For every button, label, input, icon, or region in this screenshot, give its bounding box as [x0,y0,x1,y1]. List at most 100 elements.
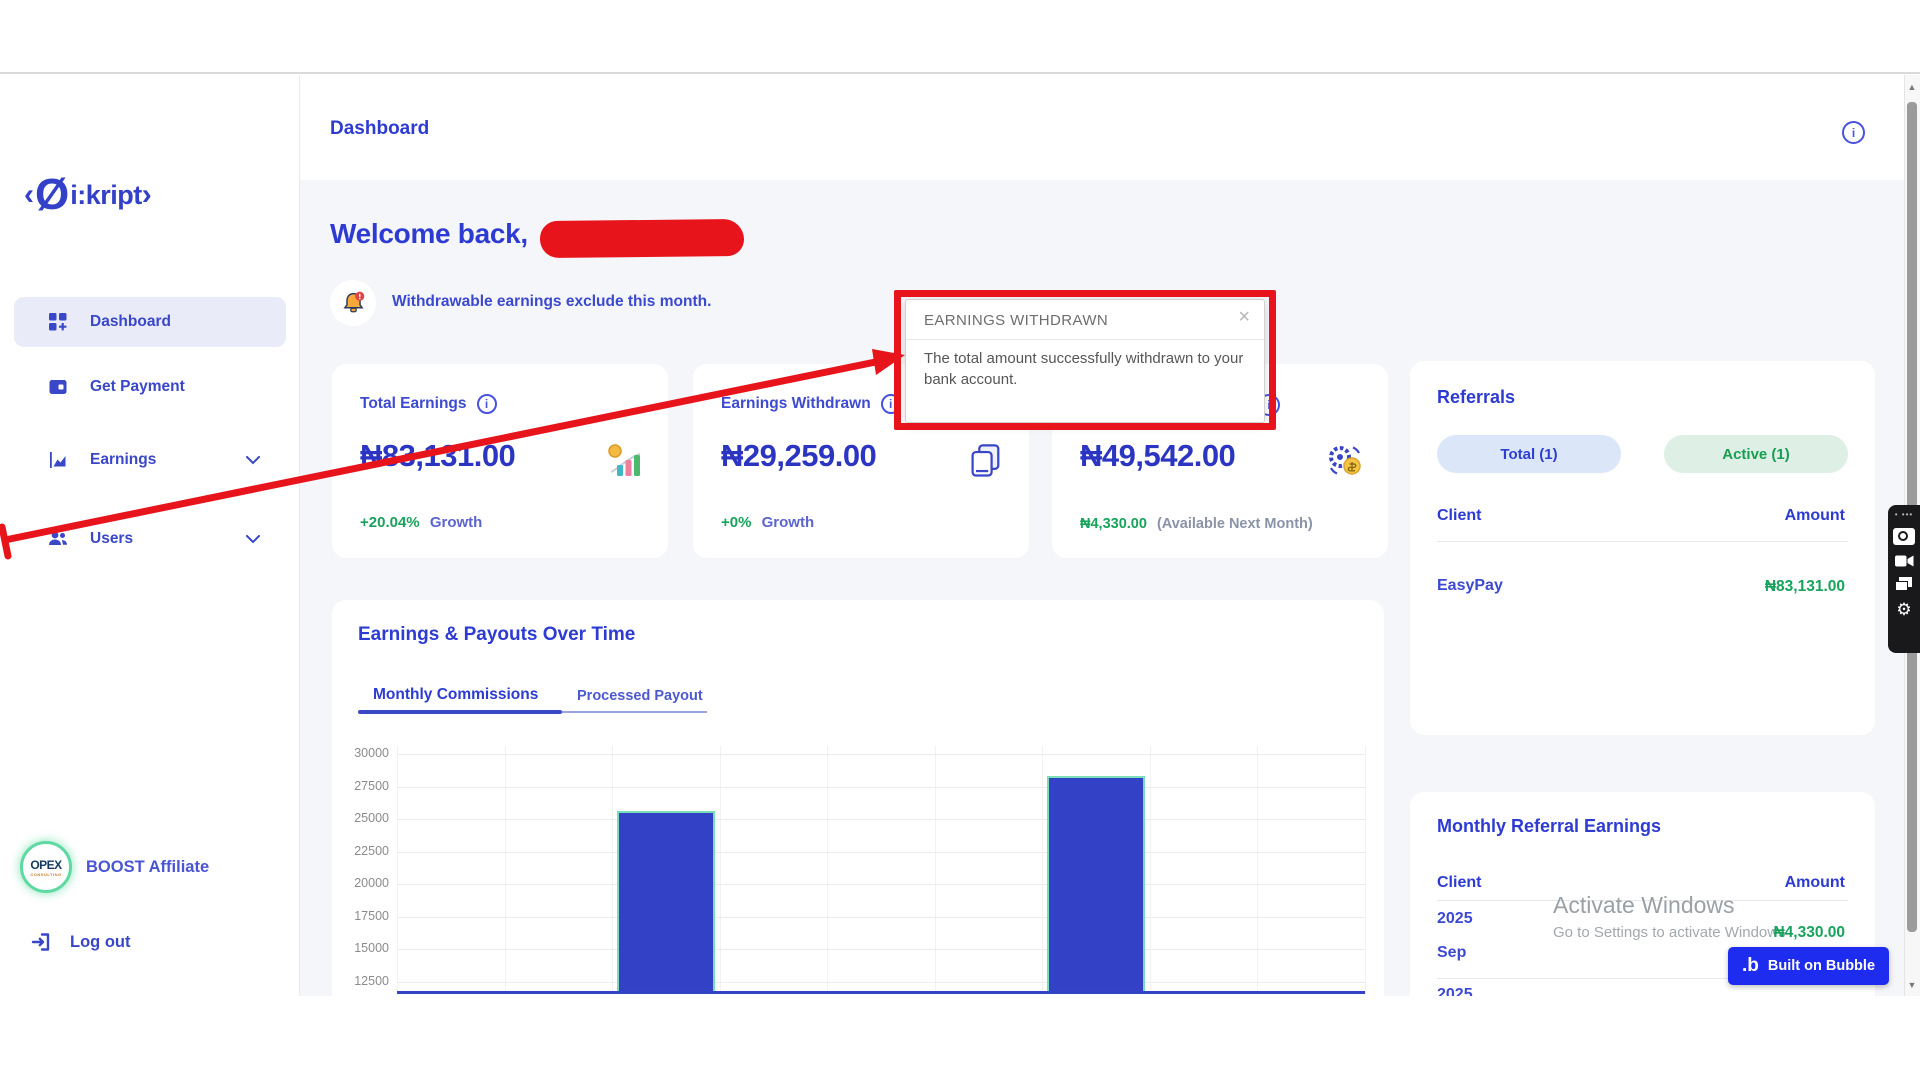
bubble-badge-label: Built on Bubble [1767,958,1876,974]
earnings-withdrawn-tooltip: EARNINGS WITHDRAWN × The total amount su… [905,299,1265,423]
coin-exchange-icon [1329,446,1361,475]
tooltip-body: The total amount successfully withdrawn … [924,350,1244,388]
dashboard-grid-icon [49,313,67,331]
users-icon [49,531,67,545]
sidebar-item-label: Users [90,530,134,547]
scrollbar-down-arrow[interactable]: ▼ [1907,980,1917,990]
sidebar-item-label: Dashboard [90,313,171,330]
earnings-chart-icon [50,452,66,468]
referrals-total-pill[interactable]: Total (1) [1437,435,1621,473]
growth-label: Growth [429,514,483,531]
sidebar-item-dashboard[interactable]: Dashboard [14,297,286,347]
stat-value: ₦83,131.00 [360,438,516,473]
chart-title: Earnings & Payouts Over Time [358,624,636,645]
bubble-logo-icon: .b [1742,955,1759,976]
available-label: (Available Next Month) [1156,516,1313,532]
logo-phi-icon: Ø [35,170,70,219]
referral-row-amount: ₦83,131.00 [1764,578,1845,595]
chevron-down-icon[interactable] [246,534,260,544]
monthly-row-month: Sep [1437,944,1467,961]
stat-label-text: Earnings Withdrawn [721,395,871,412]
logout-icon [31,933,50,951]
camera-lens-icon [1898,531,1908,541]
sidebar-item-users[interactable]: Users [14,514,286,564]
toolbar-grip-dots[interactable]: • ••• [1894,510,1914,519]
opex-logo-text: OPEX [30,857,62,872]
growth-label: Growth [761,514,815,531]
stat-label-text: Total Earnings [360,395,467,412]
boost-affiliate-link[interactable]: OPEX CONSULTING BOOST Affiliate [20,841,209,893]
tooltip-divider [906,339,1264,340]
earnings-payouts-chart-card: Earnings & Payouts Over Time Monthly Com… [332,600,1384,1020]
scrollbar-up-arrow[interactable]: ▲ [1907,82,1917,92]
growth-chart-icon [608,444,641,476]
column-header-amount: Amount [1784,507,1845,524]
growth-line: +20.04% Growth [360,514,482,531]
payment-card-icon [49,380,67,394]
table-divider [1437,978,1848,979]
stat-value: ₦29,259.00 [721,438,877,473]
growth-value: +20.04% [360,514,420,531]
referral-row-client[interactable]: EasyPay [1437,577,1503,594]
growth-line: +0% Growth [721,514,814,531]
logout-button[interactable]: Log out [30,931,130,953]
monthly-row-year: 2025 [1437,910,1473,927]
windows-capture-button[interactable] [1895,577,1913,592]
video-camera-icon [1894,555,1913,567]
tab-underline [562,711,707,713]
window-top-divider [0,72,1920,74]
app-logo: ‹ Ø i:kript › [24,170,152,219]
available-next-month-line: ₦4,330.00 (Available Next Month) [1080,516,1313,532]
record-video-button[interactable] [1894,554,1914,568]
logo-bracket-right: › [141,178,152,211]
page-title: Dashboard [330,118,430,139]
bottom-white-band [0,996,1920,1080]
sidebar-item-label: Get Payment [90,378,185,395]
sidebar-item-label: Earnings [90,451,157,468]
table-divider [1437,541,1848,542]
sidebar-item-earnings[interactable]: Earnings [14,435,286,485]
screenshot-camera-button[interactable] [1893,528,1915,545]
welcome-heading: Welcome back, [330,218,528,249]
growth-value: +0% [721,514,752,531]
total-earnings-card: Total Earnings i ₦83,131.00 +20.04% Grow… [332,364,668,558]
monthly-row-amount: ₦4,330.00 [1773,924,1845,941]
logo-name: i:kript [70,179,142,210]
sidebar: ‹ Ø i:kript › Dashboard Get Payment [0,75,300,996]
tab-processed-payout[interactable]: Processed Payout [577,688,703,704]
close-icon[interactable]: × [1238,306,1250,328]
receipt-copy-icon [971,444,1000,477]
redaction-scribble [539,218,745,259]
window-front-icon [1895,581,1908,591]
tooltip-title: EARNINGS WITHDRAWN [924,312,1109,329]
header-info-icon[interactable]: i [1842,121,1865,144]
referrals-active-pill[interactable]: Active (1) [1664,435,1848,473]
boost-affiliate-label: BOOST Affiliate [86,857,210,876]
referrals-title: Referrals [1437,387,1516,407]
logo-bracket-left: ‹ [24,178,34,211]
opex-consulting-logo: OPEX CONSULTING [20,841,72,893]
activate-windows-watermark-sub: Go to Settings to activate Windows [1553,924,1786,941]
active-tab-underline [358,710,562,714]
stat-value: ₦49,542.00 [1080,438,1236,473]
stat-label: Earnings Withdrawn i [721,394,901,414]
logout-label: Log out [70,932,131,951]
column-header-client: Client [1437,874,1482,891]
info-icon[interactable]: i [880,394,901,414]
info-icon[interactable]: i [476,394,497,414]
table-divider [1437,900,1848,901]
stat-label: Total Earnings i [360,394,497,414]
chevron-down-icon[interactable] [246,455,260,465]
tab-monthly-commissions[interactable]: Monthly Commissions [373,686,539,703]
opex-logo-subtext: CONSULTING [30,871,62,877]
column-header-client: Client [1437,507,1482,524]
sidebar-item-get-payment[interactable]: Get Payment [14,362,286,412]
settings-gear-icon[interactable]: ⚙ [1896,600,1912,619]
monthly-title: Monthly Referral Earnings [1437,816,1662,836]
screen-capture-toolbar: • ••• ⚙ [1888,505,1920,653]
built-on-bubble-badge[interactable]: .b Built on Bubble [1728,947,1890,985]
withdrawable-notice: Withdrawable earnings exclude this month… [392,293,712,310]
activate-windows-watermark: Activate Windows [1553,892,1735,918]
referrals-card: Referrals Total (1) Active (1) Client Am… [1410,361,1875,735]
